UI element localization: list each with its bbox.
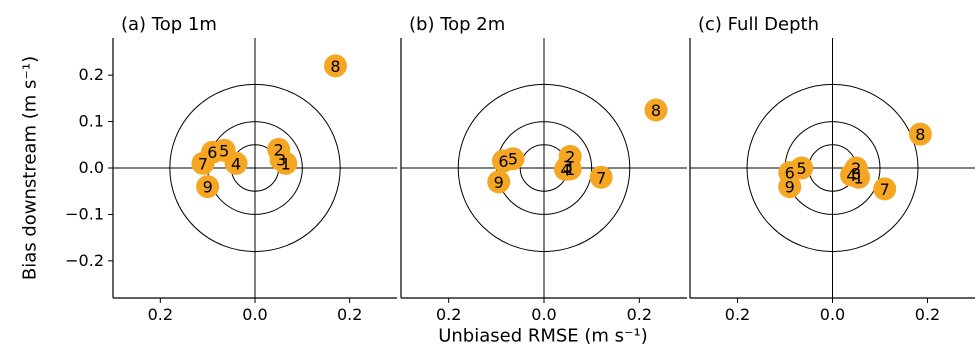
- data-point-8: [908, 122, 932, 146]
- y-tick-label: −0.1: [65, 204, 104, 223]
- data-point-label-3: 3: [276, 151, 286, 170]
- data-point-label-7: 7: [198, 154, 208, 173]
- data-point-label-2: 2: [565, 147, 575, 166]
- data-point-label-4: 4: [560, 160, 570, 179]
- data-point-label-8: 8: [330, 57, 340, 76]
- data-point-label-1: 1: [281, 154, 291, 173]
- x-axis-label: Unbiased RMSE (m s⁻¹): [438, 325, 648, 347]
- x-tick-label: 0.0: [531, 305, 556, 324]
- data-point-label-9: 9: [203, 178, 213, 197]
- panel-title: (c) Full Depth: [698, 14, 819, 35]
- panel-title: (b) Top 2m: [409, 14, 505, 35]
- y-tick-label: 0.2: [79, 65, 104, 84]
- panel-title: (a) Top 1m: [121, 14, 217, 35]
- data-point-label-5: 5: [508, 150, 518, 169]
- data-point-4: [840, 163, 863, 187]
- data-point-label-2: 2: [274, 140, 284, 159]
- data-point-label-1: 1: [565, 160, 575, 179]
- data-point-7: [589, 165, 613, 189]
- data-point-6: [491, 149, 515, 173]
- data-point-7: [191, 151, 215, 175]
- data-point-label-8: 8: [651, 101, 661, 120]
- data-point-label-6: 6: [207, 143, 217, 162]
- x-tick-label: 0.0: [242, 305, 267, 324]
- data-point-9: [778, 175, 802, 199]
- data-point-label-9: 9: [785, 178, 795, 197]
- data-point-label-5: 5: [219, 141, 229, 160]
- x-tick-label: 0.2: [627, 305, 652, 324]
- data-point-3: [269, 148, 293, 172]
- data-point-label-2: 2: [851, 159, 861, 178]
- x-tick-label: 0.2: [436, 305, 461, 324]
- x-tick-label: 0.0: [820, 305, 845, 324]
- data-point-label-8: 8: [915, 125, 925, 144]
- data-point-label-1: 1: [854, 168, 864, 187]
- data-point-8: [644, 98, 668, 122]
- data-point-label-7: 7: [880, 180, 890, 199]
- data-point-label-3: 3: [851, 165, 861, 184]
- data-point-label-6: 6: [785, 164, 795, 183]
- data-point-label-4: 4: [846, 166, 856, 185]
- x-tick-label: 0.2: [725, 305, 750, 324]
- data-point-label-9: 9: [494, 173, 504, 192]
- y-tick-label: 0.1: [79, 112, 104, 131]
- data-point-7: [873, 177, 897, 201]
- y-tick-label: 0.0: [79, 158, 104, 177]
- data-point-8: [323, 54, 347, 78]
- y-axis-label: Bias downstream (m s⁻¹): [19, 55, 41, 281]
- data-point-label-7: 7: [596, 168, 606, 187]
- data-point-9: [487, 170, 511, 194]
- x-tick-label: 0.2: [337, 305, 362, 324]
- data-point-label-3: 3: [563, 157, 573, 176]
- x-tick-label: 0.2: [915, 305, 940, 324]
- data-point-label-5: 5: [797, 159, 807, 178]
- data-point-label-4: 4: [231, 154, 241, 173]
- data-point-9: [196, 175, 220, 199]
- data-point-label-6: 6: [498, 152, 508, 171]
- y-tick-label: −0.2: [65, 251, 104, 270]
- x-tick-label: 0.2: [148, 305, 173, 324]
- data-point-4: [553, 157, 577, 181]
